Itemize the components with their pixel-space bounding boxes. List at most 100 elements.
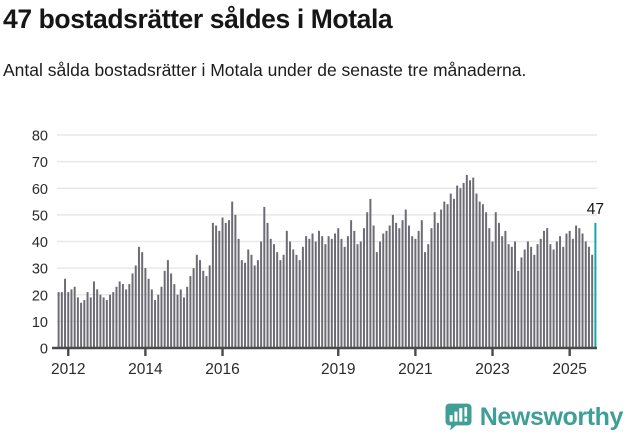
bar [121, 284, 124, 348]
bar [240, 260, 243, 348]
bar [96, 289, 99, 349]
bar [497, 222, 500, 348]
bar [379, 241, 382, 348]
x-tick-label: 2012 [51, 361, 85, 378]
bar [552, 249, 555, 348]
bar [362, 228, 365, 348]
y-tick-label: 40 [32, 235, 48, 251]
bar [221, 217, 224, 348]
bar [317, 230, 320, 348]
bar [253, 265, 256, 348]
chart-gridlines [57, 134, 597, 323]
bar [366, 212, 369, 348]
bar-highlighted [594, 222, 597, 348]
bar [227, 220, 230, 348]
bar [424, 252, 427, 348]
bar [510, 246, 513, 348]
y-tick-label: 30 [32, 262, 48, 278]
bar [587, 246, 590, 348]
bar [99, 294, 102, 348]
x-tick-label: 2023 [475, 361, 509, 378]
bar [182, 297, 185, 348]
bar [76, 297, 79, 348]
bar [478, 201, 481, 348]
x-tick-label: 2025 [552, 361, 586, 378]
y-tick-label: 20 [32, 288, 48, 304]
bar [568, 230, 571, 348]
bar [192, 268, 195, 349]
bar [67, 292, 70, 348]
bar [350, 220, 353, 348]
bar [285, 230, 288, 348]
bar [517, 270, 520, 348]
x-tick-label: 2021 [398, 361, 432, 378]
bar [272, 244, 275, 348]
bar [205, 276, 208, 348]
bar [536, 244, 539, 348]
bar [269, 238, 272, 348]
brand-footer: Newsworthy [445, 401, 623, 433]
bar [131, 273, 134, 348]
bar [472, 177, 475, 348]
bar [398, 228, 401, 348]
bar [404, 209, 407, 348]
bar [382, 233, 385, 348]
bar [340, 238, 343, 348]
bar [266, 222, 269, 348]
y-tick-label: 0 [40, 342, 48, 358]
x-axis-ticks [67, 348, 571, 356]
bar [292, 249, 295, 348]
bar [456, 185, 459, 348]
bar [298, 260, 301, 348]
bar [591, 254, 594, 348]
bar [163, 270, 166, 348]
bar [282, 254, 285, 348]
bar [523, 249, 526, 348]
y-tick-label: 80 [32, 129, 48, 145]
bar [494, 212, 497, 348]
bar [263, 206, 266, 348]
bar [446, 204, 449, 348]
bar [237, 238, 240, 348]
bar [353, 230, 356, 348]
bar [118, 281, 121, 348]
bar [391, 214, 394, 349]
bar [440, 209, 443, 348]
bar [555, 241, 558, 348]
bar [443, 201, 446, 348]
bar [546, 228, 549, 348]
bar [89, 297, 92, 348]
bar [520, 257, 523, 349]
bar [64, 278, 67, 348]
bar [314, 241, 317, 348]
x-tick-label: 2016 [205, 361, 239, 378]
bar [260, 241, 263, 348]
bar [533, 254, 536, 348]
bar [430, 228, 433, 348]
bar [562, 246, 565, 348]
bar [289, 241, 292, 348]
bar [244, 262, 247, 348]
bar [173, 284, 176, 348]
bar [166, 260, 169, 348]
bar [504, 230, 507, 348]
bar [256, 260, 259, 348]
bar [369, 198, 372, 348]
bar [575, 225, 578, 348]
bar [584, 241, 587, 348]
bar [427, 244, 430, 348]
bar [218, 230, 221, 348]
bar [565, 233, 568, 348]
bar [202, 270, 205, 348]
bar [324, 244, 327, 348]
bar [449, 193, 452, 348]
bar [199, 260, 202, 348]
bar [276, 252, 279, 348]
bar [330, 238, 333, 348]
bar [115, 286, 118, 348]
bar [420, 220, 423, 348]
bar [321, 236, 324, 349]
bar [549, 244, 552, 348]
bar [530, 246, 533, 348]
